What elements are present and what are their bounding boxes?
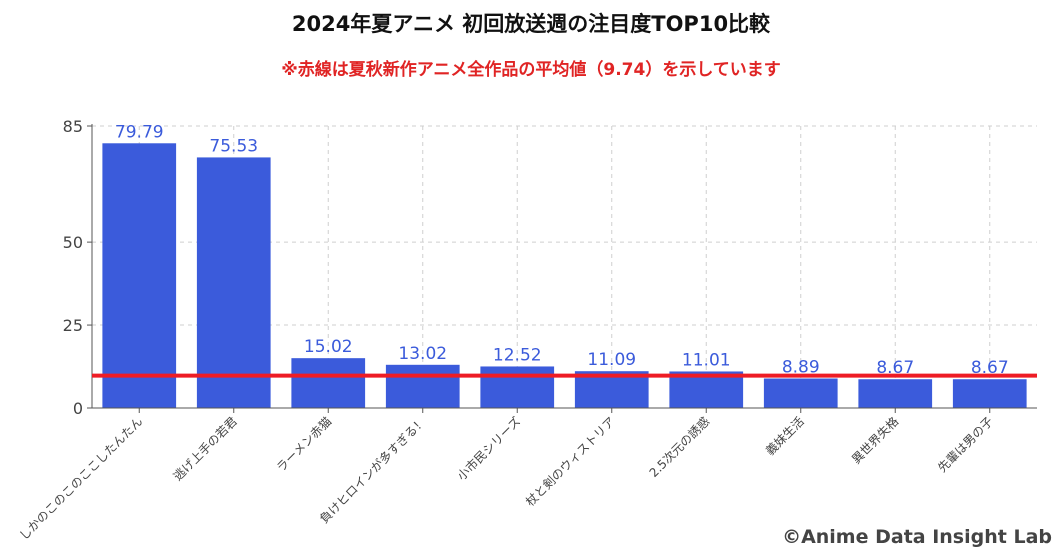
bars-group bbox=[102, 143, 1027, 408]
bar bbox=[763, 378, 838, 408]
data-label: 79.79 bbox=[115, 122, 164, 142]
data-label: 8.89 bbox=[782, 358, 820, 378]
x-tick-label: 義妹生活 bbox=[762, 414, 807, 459]
data-label: 15.02 bbox=[304, 337, 353, 357]
x-tick-label: 負けヒロインが多すぎる！ bbox=[316, 414, 428, 526]
bar bbox=[952, 379, 1027, 408]
bar bbox=[196, 157, 271, 408]
grid-lines bbox=[92, 125, 1037, 408]
y-tick-label: 0 bbox=[73, 399, 83, 418]
x-tick-label: 異世界失格 bbox=[848, 414, 901, 467]
x-tick-label: 杖と剣のウィストリア bbox=[522, 414, 617, 509]
credit-text: ©Anime Data Insight Lab bbox=[782, 526, 1052, 548]
axes bbox=[87, 124, 1037, 413]
data-label: 11.09 bbox=[587, 350, 636, 370]
y-tick-label: 50 bbox=[63, 233, 83, 252]
x-tick-label: ラーメン赤猫 bbox=[274, 414, 334, 474]
x-tick-label: 逃げ上手の若君 bbox=[171, 414, 240, 483]
data-label: 8.67 bbox=[971, 358, 1009, 378]
data-label: 12.52 bbox=[493, 345, 542, 365]
x-tick-label: 2.5次元の誘惑 bbox=[647, 414, 713, 480]
x-tick-label: 先輩は男の子 bbox=[934, 414, 996, 476]
data-label: 8.67 bbox=[876, 358, 914, 378]
data-label: 13.02 bbox=[398, 344, 447, 364]
y-tick-label: 25 bbox=[63, 316, 83, 335]
bar bbox=[291, 358, 366, 408]
y-tick-label: 85 bbox=[63, 117, 83, 136]
x-tick-label: 小市民シリーズ bbox=[454, 414, 524, 484]
bar bbox=[385, 364, 460, 408]
data-label: 11.01 bbox=[682, 350, 731, 370]
bar bbox=[858, 379, 933, 408]
chart-title: 2024年夏アニメ 初回放送週の注目度TOP10比較 bbox=[291, 12, 771, 36]
bar bbox=[102, 143, 177, 408]
chart-subtitle: ※赤線は夏秋新作アニメ全作品の平均値（9.74）を示しています bbox=[281, 60, 781, 80]
bar bbox=[480, 366, 555, 408]
data-label: 75.53 bbox=[209, 136, 258, 156]
x-tick-label: しかのこのこのここしたんたん bbox=[17, 414, 146, 543]
